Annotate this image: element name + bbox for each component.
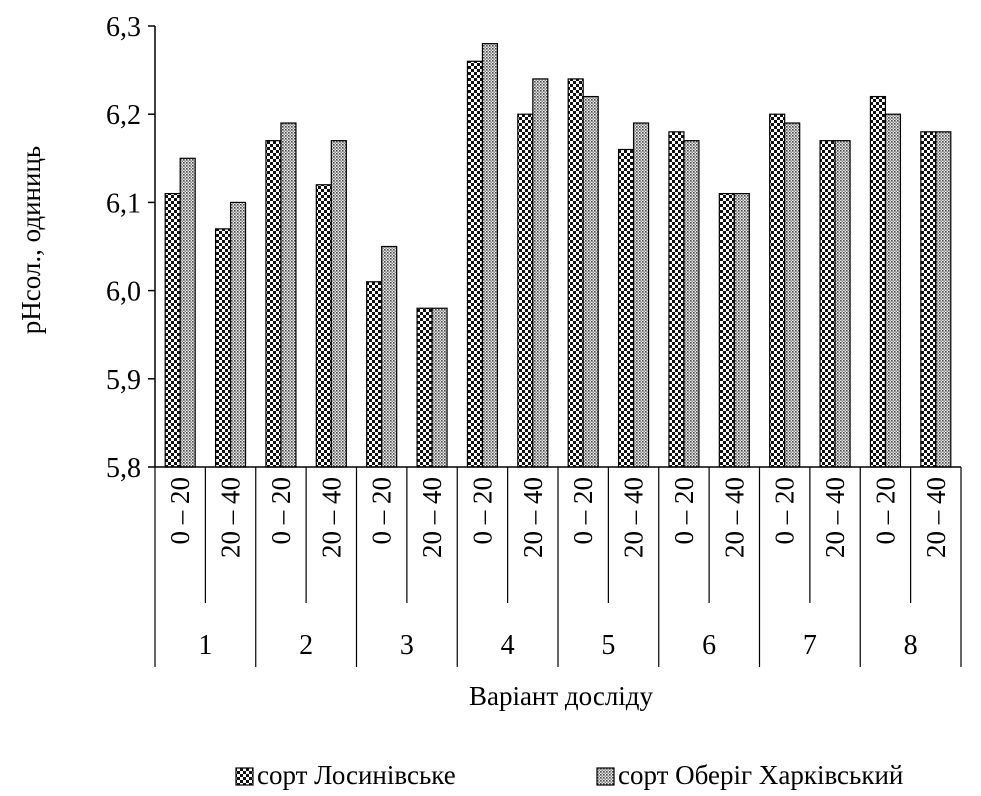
y-tick-label: 6,3 [106, 12, 141, 43]
x-subcategory-label: 20 – 40 [619, 477, 649, 558]
bar-series-2 [330, 140, 347, 468]
x-group-label: 6 [702, 630, 716, 661]
bar-series-1 [416, 307, 433, 468]
bar-series-2 [784, 122, 801, 468]
bar-series-2 [582, 95, 599, 468]
y-axis: 5,8 5,9 6,0 6,1 6,2 6,3 [106, 12, 156, 484]
legend-swatch-series-1 [235, 767, 254, 786]
bar-series-2 [381, 245, 398, 468]
legend: сорт Лосинівське сорт Оберіг Харківський [235, 760, 903, 790]
bar-series-1 [517, 113, 534, 468]
bar-series-2 [431, 307, 448, 468]
x-subcategory-label: 0 – 20 [568, 477, 598, 545]
bar-series-2 [632, 122, 650, 468]
x-subcategory-label: 20 – 40 [921, 477, 951, 558]
y-tick-label: 6,1 [106, 188, 141, 219]
x-subcategory-label: 20 – 40 [216, 477, 246, 558]
bars [164, 43, 952, 468]
y-tick-label: 6,2 [106, 100, 141, 131]
x-group-label: 2 [299, 630, 313, 661]
y-tick-label: 5,9 [106, 365, 141, 396]
x-group-label: 8 [904, 630, 918, 661]
bar-series-2 [280, 122, 297, 468]
x-group-label: 4 [501, 630, 515, 661]
legend-swatch-series-2 [596, 767, 615, 786]
bar-series-1 [164, 192, 181, 468]
x-group-label: 7 [803, 630, 817, 661]
bar-series-2 [733, 192, 750, 468]
bar-series-1 [315, 184, 332, 468]
y-axis-title: рНсол., одиниць [16, 146, 46, 334]
x-subcategory-label: 0 – 20 [870, 477, 900, 545]
x-subcategory-label: 0 – 20 [266, 477, 296, 545]
bar-series-2 [481, 43, 499, 468]
x-axis: 0 – 20 20 – 40 0 – 20 20 – 40 0 – 20 20 – 40 0… [154, 466, 962, 667]
bar-series-2 [179, 157, 196, 468]
legend-label-series-1: сорт Лосинівське [257, 760, 456, 790]
x-subcategory-label: 20 – 40 [518, 477, 548, 558]
legend-label-series-2: сорт Оберіг Харківський [618, 760, 903, 790]
x-subcategory-label: 20 – 40 [719, 477, 749, 558]
y-tick-label: 6,0 [106, 277, 141, 308]
x-subcategory-label: 0 – 20 [669, 477, 699, 545]
x-subcategory-label: 0 – 20 [770, 477, 800, 545]
bar-series-2 [683, 140, 700, 468]
bar-series-1 [617, 148, 635, 468]
bar-series-1 [265, 140, 282, 468]
x-subcategory-label: 20 – 40 [417, 477, 447, 558]
bar-series-1 [668, 131, 685, 468]
bar-series-2 [532, 78, 549, 468]
x-group-label: 3 [400, 630, 414, 661]
x-subcategory-label: 20 – 40 [820, 477, 850, 558]
bar-series-1 [920, 131, 937, 468]
bar-series-1 [567, 78, 584, 468]
x-axis-title: Варіант досліду [469, 681, 654, 711]
y-tick-label: 5,8 [106, 453, 141, 484]
x-subcategory-label: 20 – 40 [316, 477, 346, 558]
bar-series-2 [884, 113, 902, 468]
bar-series-2 [834, 140, 851, 468]
x-subcategory-label: 0 – 20 [467, 477, 497, 545]
x-subcategory-label: 0 – 20 [367, 477, 397, 545]
bar-series-1 [718, 192, 735, 468]
x-group-label: 5 [601, 630, 615, 661]
x-group-label: 1 [198, 630, 212, 661]
bar-series-2 [229, 201, 247, 468]
bar-series-2 [935, 131, 952, 468]
bar-series-1 [214, 228, 232, 468]
bar-series-1 [819, 140, 836, 468]
x-subcategory-label: 0 – 20 [165, 477, 195, 545]
bar-series-1 [366, 281, 383, 468]
bar-series-1 [869, 95, 887, 468]
bar-series-1 [466, 60, 484, 468]
bar-series-1 [769, 113, 786, 468]
